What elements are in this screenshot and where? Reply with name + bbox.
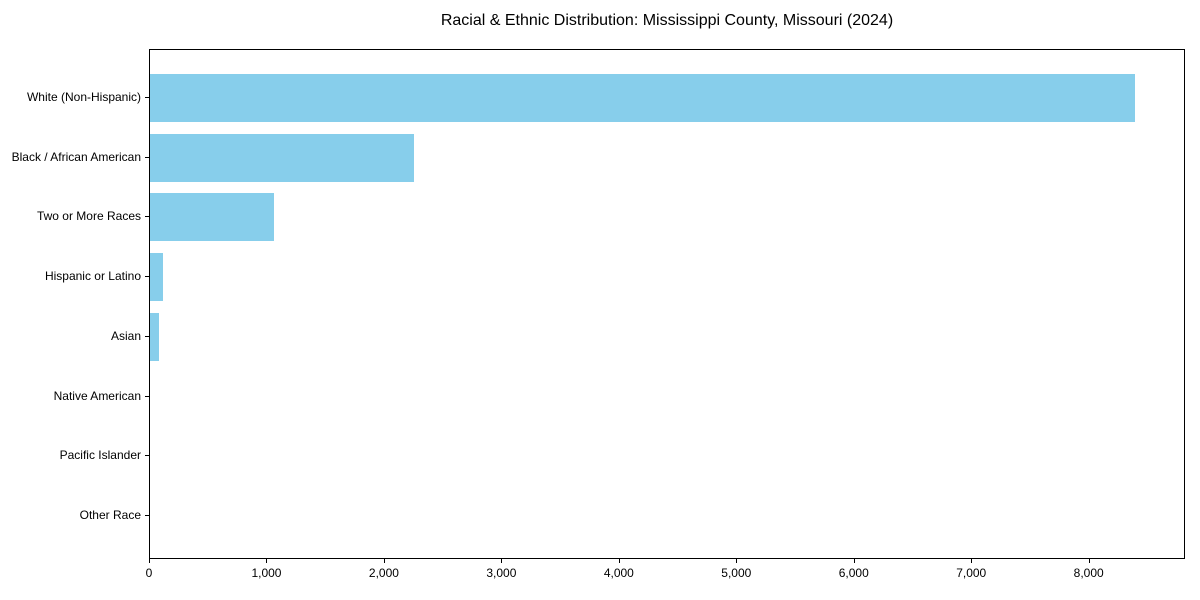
- x-tick-label: 2,000: [368, 566, 399, 580]
- y-axis-label: Native American: [53, 388, 141, 403]
- x-tick-mark: [149, 559, 150, 563]
- y-tick-mark: [145, 216, 149, 218]
- y-axis-label: Black / African American: [11, 149, 141, 164]
- y-axis-label: Hispanic or Latino: [44, 269, 141, 284]
- x-tick-mark: [501, 559, 503, 563]
- y-axis-label: White (Non-Hispanic): [26, 90, 141, 104]
- x-tick-mark: [853, 559, 855, 563]
- x-tick-label: 5,000: [721, 566, 752, 580]
- y-tick-mark: [145, 276, 149, 278]
- bar: [150, 133, 414, 182]
- y-tick-mark: [145, 97, 149, 98]
- y-tick-mark: [145, 156, 149, 158]
- y-axis-label: Other Race: [79, 508, 141, 522]
- x-tick-mark: [1088, 559, 1090, 563]
- x-tick-label: 0: [145, 566, 153, 580]
- y-tick-mark: [145, 455, 149, 457]
- x-tick-label: 1,000: [251, 566, 282, 580]
- x-tick-mark: [618, 559, 620, 563]
- y-axis-label: Pacific Islander: [59, 448, 141, 463]
- x-tick-label: 7,000: [956, 566, 987, 580]
- bar: [150, 312, 159, 361]
- x-tick-mark: [383, 559, 385, 563]
- x-tick-label: 3,000: [486, 566, 517, 580]
- chart-title: Racial & Ethnic Distribution: Mississipp…: [440, 12, 894, 29]
- y-tick-mark: [145, 335, 149, 337]
- x-tick-mark: [736, 559, 738, 563]
- x-tick-label: 6,000: [838, 566, 869, 580]
- y-axis-label: Asian: [110, 328, 141, 343]
- x-tick-mark: [266, 559, 268, 563]
- y-tick-mark: [145, 515, 149, 516]
- x-tick-mark: [971, 559, 973, 563]
- bar: [150, 193, 275, 242]
- y-axis-label: Two or More Races: [36, 209, 141, 224]
- x-tick-label: 4,000: [603, 566, 634, 580]
- x-tick-label: 8,000: [1073, 566, 1104, 580]
- y-tick-mark: [145, 395, 149, 397]
- plot-area: [149, 49, 1185, 559]
- bar: [150, 74, 1135, 122]
- bar: [150, 253, 163, 302]
